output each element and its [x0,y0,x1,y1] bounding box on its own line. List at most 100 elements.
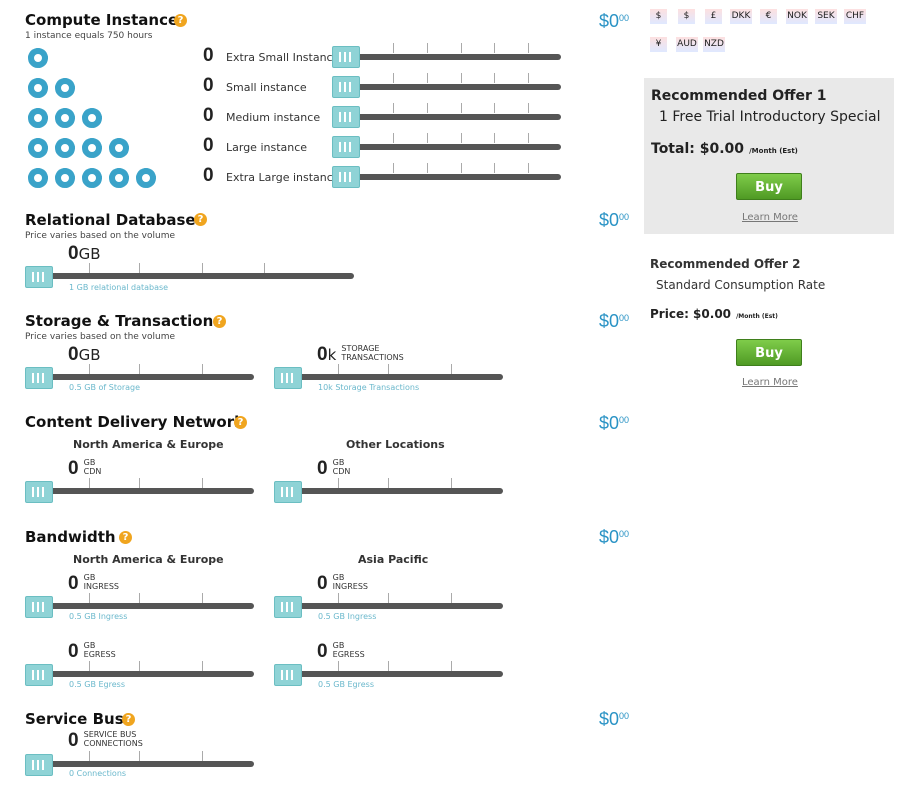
storage-slider-track[interactable] [30,374,254,380]
currency-aud[interactable]: AUD [676,37,698,52]
server-gear-icon [82,108,102,128]
slider-handle[interactable] [332,136,360,158]
offer2-learn-more-link[interactable]: Learn More [742,377,798,388]
slider-handle[interactable] [25,266,53,288]
cdn-na-value: 0 GB CDN [68,458,102,479]
relational-slider-track[interactable] [30,273,354,279]
bandwidth-title: Bandwidth [25,528,116,546]
slider-handle[interactable] [25,481,53,503]
instance-slider-track[interactable] [340,54,561,60]
slider-handle[interactable] [25,754,53,776]
offer1-box: Recommended Offer 1 1 Free Trial Introdu… [644,78,894,234]
transactions-slider-track[interactable] [279,374,503,380]
cdn-other-value: 0 GB CDN [317,458,351,479]
relational-help-icon[interactable]: ? [194,213,207,226]
instance-label: Large instance [226,141,308,154]
server-gear-icon [55,138,75,158]
server-gear-icon [55,108,75,128]
slider-handle[interactable] [274,367,302,389]
instance-label: Small instance [226,81,307,94]
server-gear-icon [28,168,48,188]
server-gear-icon [28,48,48,68]
bandwidth-na-ingress-slider[interactable] [30,603,254,609]
currency-sek[interactable]: SEK [815,9,837,24]
slider-handle[interactable] [25,596,53,618]
instance-label: Medium instance [226,111,321,124]
currency-jpy[interactable]: ¥ [650,37,667,52]
server-gear-icon [55,78,75,98]
slider-handle[interactable] [274,481,302,503]
instance-count: 0 [203,135,214,156]
currency-dkk[interactable]: DKK [730,9,752,24]
compute-help-icon[interactable]: ? [174,14,187,27]
bandwidth-ap-egress-value: 0 GB EGRESS [317,641,365,662]
server-gear-icon [136,168,156,188]
currency-chf[interactable]: CHF [844,9,866,24]
bandwidth-na-egress-slider[interactable] [30,671,254,677]
bandwidth-ap-egress-slider[interactable] [279,671,503,677]
instance-label: Extra Small Instance [226,51,340,64]
cdn-na-slider-track[interactable] [30,488,254,494]
cdn-help-icon[interactable]: ? [234,416,247,429]
relational-price: $000 [599,210,630,230]
server-gear-icon [109,138,129,158]
slider-handle[interactable] [25,367,53,389]
instance-count: 0 [203,45,214,66]
servicebus-price: $000 [599,709,630,729]
bandwidth-help-icon[interactable]: ? [119,531,132,544]
offer1-learn-more-link[interactable]: Learn More [742,212,798,223]
offer2-buy-button[interactable]: Buy [736,339,802,366]
instance-count: 0 [203,75,214,96]
instance-slider-track[interactable] [340,174,561,180]
storage-subtitle: Price varies based on the volume [25,332,176,342]
slider-handle[interactable] [332,106,360,128]
cdn-col-other-locations: Other Locations [346,438,445,451]
instance-slider-track[interactable] [340,144,561,150]
slider-handle[interactable] [274,596,302,618]
servicebus-help-icon[interactable]: ? [122,713,135,726]
slider-handle[interactable] [332,46,360,68]
bandwidth-na-ingress-value: 0 GB INGRESS [68,573,119,594]
storage-hint: 0.5 GB of Storage [69,383,141,392]
storage-help-icon[interactable]: ? [213,315,226,328]
bandwidth-price: $000 [599,527,630,547]
slider-handle[interactable] [332,76,360,98]
instance-slider-track[interactable] [340,84,561,90]
offer1-total: Total: $0.00 /Month (Est) [651,141,798,157]
slider-handle[interactable] [332,166,360,188]
instance-count: 0 [203,105,214,126]
bandwidth-na-ingress-hint: 0.5 GB Ingress [69,612,128,621]
bandwidth-ap-ingress-slider[interactable] [279,603,503,609]
bandwidth-ap-ingress-hint: 0.5 GB Ingress [318,612,377,621]
bandwidth-na-egress-value: 0 GB EGRESS [68,641,116,662]
offer1-title: Recommended Offer 1 [651,88,827,104]
server-gear-icon [109,168,129,188]
instance-count: 0 [203,165,214,186]
offer1-buy-button[interactable]: Buy [736,173,802,200]
bandwidth-col-north-america-europe: North America & Europe [73,553,224,566]
currency-usd[interactable]: $ [650,9,667,24]
slider-handle[interactable] [25,664,53,686]
server-gear-icon [82,168,102,188]
compute-subtitle: 1 instance equals 750 hours [25,31,153,41]
currency-nok[interactable]: NOK [786,9,808,24]
relational-hint: 1 GB relational database [69,283,169,292]
transactions-value: 0k STORAGE TRANSACTIONS [317,344,404,365]
servicebus-value: 0 SERVICE BUS CONNECTIONS [68,730,143,751]
offer1-name: 1 Free Trial Introductory Special [659,109,881,125]
storage-value: 0GB [68,344,101,365]
instance-label: Extra Large instance [226,171,340,184]
currency-usd-alt[interactable]: $ [678,9,695,24]
bandwidth-col-asia-pacific: Asia Pacific [358,553,429,566]
relational-title: Relational Databases [25,211,205,229]
currency-gbp[interactable]: £ [705,9,722,24]
relational-value: 0GB [68,243,101,264]
relational-subtitle: Price varies based on the volume [25,231,176,241]
offer2-title: Recommended Offer 2 [650,257,801,271]
cdn-other-slider-track[interactable] [279,488,503,494]
servicebus-slider-track[interactable] [30,761,254,767]
instance-slider-track[interactable] [340,114,561,120]
currency-eur[interactable]: € [760,9,777,24]
slider-handle[interactable] [274,664,302,686]
currency-nzd[interactable]: NZD [703,37,725,52]
